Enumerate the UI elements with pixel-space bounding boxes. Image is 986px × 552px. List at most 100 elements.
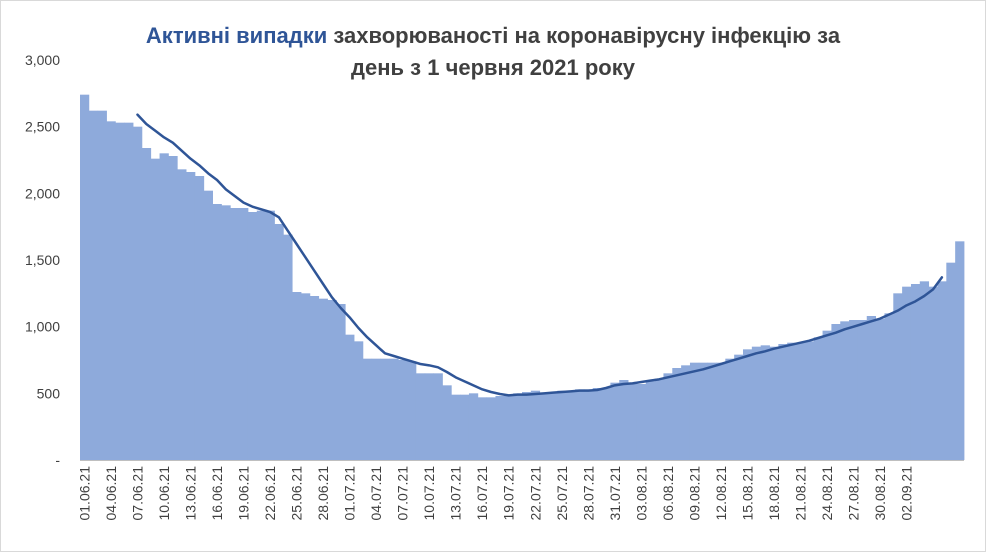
bar — [734, 354, 744, 460]
bar — [672, 368, 682, 460]
x-tick-label: 25.06.21 — [289, 466, 305, 521]
bar — [787, 342, 797, 460]
bar — [97, 110, 107, 461]
bar — [424, 373, 434, 460]
bar — [389, 358, 399, 460]
bar — [265, 210, 275, 460]
x-tick-label: 02.09.21 — [899, 466, 915, 521]
bar — [583, 389, 594, 460]
bar — [725, 358, 735, 460]
bar — [778, 344, 788, 460]
bar — [230, 208, 240, 460]
bar — [124, 122, 134, 461]
chart-title-line2: день з 1 червня 2021 року — [351, 55, 635, 80]
bar — [557, 390, 567, 460]
bar — [203, 190, 213, 461]
bar — [592, 388, 602, 460]
bar — [318, 298, 328, 460]
bar — [88, 110, 99, 461]
bar — [398, 360, 408, 460]
bar — [106, 121, 116, 460]
bar — [115, 122, 125, 461]
bar — [884, 313, 894, 460]
bar — [698, 362, 709, 460]
y-tick-label: - — [55, 452, 60, 468]
bar — [407, 361, 417, 460]
x-tick-label: 15.08.21 — [739, 466, 755, 521]
bar — [460, 394, 470, 460]
y-tick-label: 1,000 — [25, 319, 60, 335]
bar — [760, 345, 770, 460]
x-tick-label: 04.06.21 — [103, 466, 119, 521]
bar — [813, 337, 823, 460]
bar — [380, 358, 390, 460]
x-tick-label: 06.08.21 — [660, 466, 676, 521]
x-tick-label: 19.07.21 — [501, 466, 517, 521]
y-axis-ticks: - 500 1,000 1,500 2,000 2,500 3,000 — [25, 52, 60, 468]
bar — [239, 208, 249, 460]
bar — [751, 346, 762, 460]
chart-title: Активні випадки захворюваності на корона… — [0, 20, 986, 84]
bar — [866, 316, 876, 460]
bar — [150, 158, 160, 461]
bar — [548, 393, 558, 460]
x-tick-label: 10.07.21 — [421, 466, 437, 521]
bar — [910, 284, 921, 460]
bar — [707, 362, 717, 460]
x-tick-label: 04.07.21 — [368, 466, 384, 521]
bar — [619, 380, 629, 460]
x-tick-label: 25.07.21 — [554, 466, 570, 521]
bar — [716, 362, 726, 460]
x-tick-label: 01.06.21 — [76, 466, 92, 521]
bar — [301, 293, 311, 460]
x-tick-label: 22.06.21 — [262, 466, 278, 521]
bar — [796, 342, 806, 460]
y-tick-label: 500 — [37, 385, 61, 401]
bar — [875, 318, 885, 460]
bar — [133, 126, 143, 461]
bar — [919, 281, 930, 460]
bar — [309, 296, 320, 460]
bar — [857, 320, 868, 460]
y-tick-label: 2,000 — [25, 185, 60, 201]
bar — [566, 390, 576, 460]
x-tick-label: 10.06.21 — [156, 466, 172, 521]
bar — [610, 382, 620, 460]
bar — [495, 396, 505, 460]
bar — [274, 224, 284, 460]
bar — [327, 300, 337, 460]
bar — [689, 362, 700, 460]
x-tick-label: 21.08.21 — [792, 466, 808, 521]
x-tick-label: 22.07.21 — [527, 466, 543, 521]
y-tick-label: 3,000 — [25, 52, 60, 68]
bar — [645, 381, 655, 460]
bar — [283, 234, 293, 460]
trend-line — [136, 113, 944, 397]
x-tick-label: 28.06.21 — [315, 466, 331, 521]
x-tick-label: 16.07.21 — [474, 466, 490, 521]
chart-title-rest: захворюваності на коронавірусну інфекцію… — [327, 23, 841, 48]
bar — [486, 397, 496, 460]
bar — [513, 393, 523, 460]
bar — [433, 373, 443, 460]
x-tick-label: 27.08.21 — [846, 466, 862, 521]
bar — [477, 397, 488, 460]
bar — [247, 212, 258, 460]
x-tick-label: 03.08.21 — [633, 466, 649, 521]
bar — [804, 341, 815, 460]
bar — [654, 378, 664, 460]
bar — [928, 286, 938, 460]
bar — [955, 241, 965, 460]
bar — [849, 320, 859, 460]
bar — [194, 176, 205, 460]
chart-title-highlight: Активні випадки — [145, 23, 328, 48]
bars-series — [80, 94, 965, 461]
bar — [212, 204, 222, 460]
bar — [902, 286, 912, 460]
bar — [937, 281, 947, 460]
bar — [336, 304, 346, 460]
x-tick-label: 07.07.21 — [395, 466, 411, 521]
x-axis-ticks: 01.06.21 04.06.21 07.06.21 10.06.21 13.06.21… — [76, 466, 914, 521]
x-tick-label: 07.06.21 — [129, 466, 145, 521]
bar — [840, 321, 850, 460]
